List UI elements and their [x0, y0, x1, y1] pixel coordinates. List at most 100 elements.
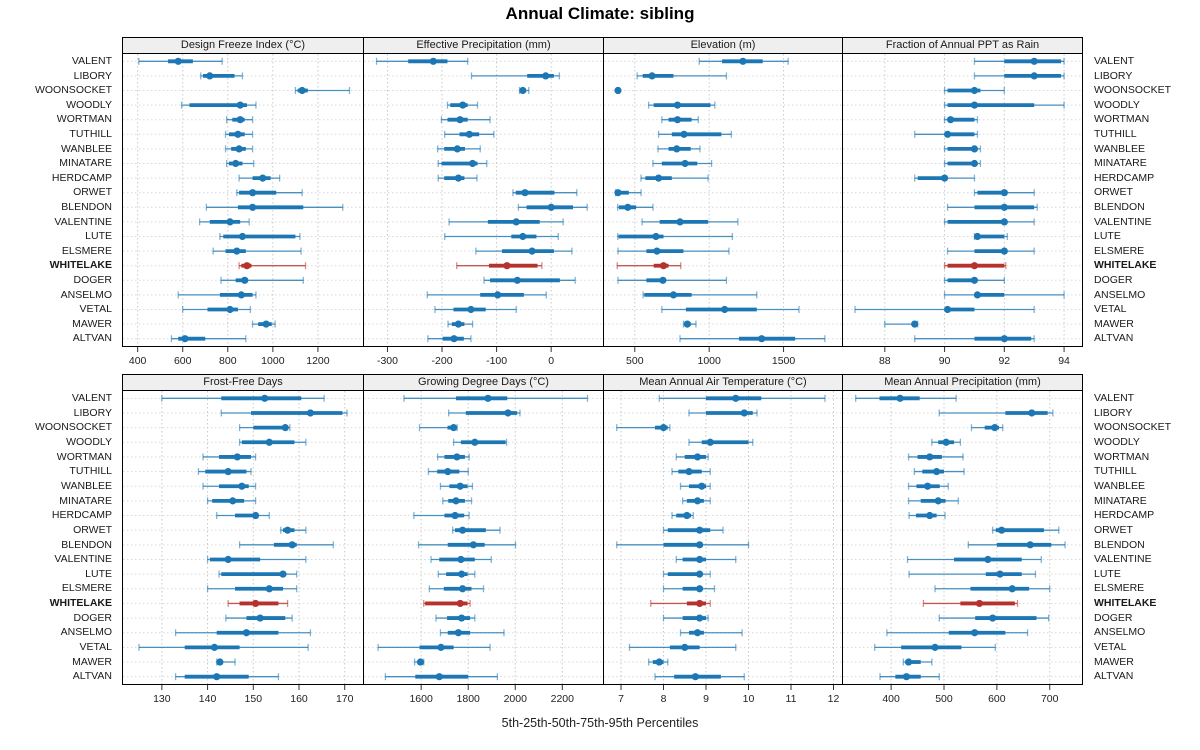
svg-text:-300: -300	[377, 355, 398, 367]
panel-plot-svg	[123, 391, 363, 684]
station-label: WOONSOCKET	[34, 84, 112, 97]
percentile-row-whitelake	[423, 599, 471, 608]
svg-text:94: 94	[1058, 355, 1070, 367]
station-label: WANBLEE	[1094, 142, 1145, 155]
percentile-row-wortman	[675, 453, 709, 461]
station-label: LUTE	[85, 230, 112, 243]
station-label: VETAL	[79, 641, 112, 654]
percentile-row-anselmo	[943, 291, 1065, 299]
percentile-row-orwet	[280, 526, 307, 534]
station-label: DOGER	[73, 274, 112, 286]
percentile-row-valentine	[430, 555, 492, 564]
percentiles-caption: 5th-25th-50th-75th-95th Percentiles	[501, 716, 699, 730]
percentile-row-mawer	[682, 320, 697, 328]
svg-text:500: 500	[626, 355, 644, 367]
station-labels-left-block1: VALENT LIBORY WOONSOCKET WOODLY WORTMAN TUTHI…	[0, 391, 118, 684]
panel-title: Elevation (m)	[604, 38, 842, 54]
percentile-row-blendon	[616, 541, 750, 549]
percentile-row-libory	[220, 409, 348, 417]
percentile-row-wanblee	[907, 482, 949, 490]
station-labels-right-block0: VALENT LIBORY WOONSOCKET WOODLY WORTMAN TUTHI…	[1090, 54, 1200, 346]
percentile-row-woonsocket	[970, 424, 1004, 432]
panel-mean-annual-precipitation-mm: Mean Annual Precipitation (mm) 400 500 600 7…	[842, 374, 1083, 707]
percentile-row-whitelake	[650, 599, 711, 608]
percentile-row-tuthill	[224, 130, 254, 138]
station-label: BLENDON	[61, 201, 112, 213]
station-label: ALTVAN	[1094, 332, 1134, 345]
percentile-row-tuthill	[427, 467, 469, 476]
percentile-row-lute	[437, 570, 476, 578]
percentile-row-mawer	[413, 658, 425, 666]
svg-text:170: 170	[336, 693, 354, 705]
percentile-row-altvan	[174, 673, 280, 681]
station-label: ALTVAN	[1094, 670, 1134, 683]
percentile-row-anselmo	[886, 629, 1029, 637]
percentile-row-minatare	[206, 497, 257, 505]
percentile-row-minatare	[442, 497, 473, 505]
percentile-row-whitelake	[227, 599, 289, 608]
station-label: HERDCAMP	[1094, 509, 1155, 522]
percentile-row-woonsocket	[616, 424, 671, 432]
svg-text:1500: 1500	[772, 355, 796, 367]
percentile-row-lute	[219, 232, 301, 241]
station-label: WHITELAKE	[49, 597, 112, 610]
svg-text:1000: 1000	[697, 355, 721, 367]
percentile-row-minatare	[652, 159, 713, 168]
station-label: WORTMAN	[1094, 113, 1150, 126]
panel-x-axis: 1600 1800 2000 2200	[409, 685, 574, 705]
svg-text:8: 8	[661, 693, 667, 705]
percentile-row-valent	[161, 394, 325, 402]
percentile-row-vetal	[874, 643, 996, 651]
panel-title: Fraction of Annual PPT as Rain	[843, 38, 1082, 54]
svg-text:800: 800	[219, 355, 237, 367]
percentile-row-tuthill	[913, 467, 965, 476]
percentile-row-herdcamp	[908, 511, 946, 520]
percentile-row-orwet	[991, 526, 1060, 534]
percentile-row-mawer	[447, 320, 474, 328]
percentile-row-herdcamp	[914, 174, 976, 182]
percentile-row-altvan	[654, 673, 745, 681]
percentile-row-blendon	[517, 203, 588, 211]
station-label: VALENTINE	[54, 553, 112, 566]
percentile-row-elsmere	[617, 247, 730, 255]
station-label: WANBLEE	[61, 479, 112, 492]
percentile-row-anselmo	[174, 629, 312, 637]
svg-text:160: 160	[290, 693, 308, 705]
percentile-row-valent	[855, 394, 957, 402]
percentile-row-blendon	[205, 203, 344, 211]
panel-title: Effective Precipitation (mm)	[364, 38, 603, 54]
station-label: MAWER	[1094, 317, 1134, 330]
percentile-row-whitelake	[238, 262, 307, 270]
percentile-row-valentine	[206, 555, 307, 564]
panel-box: Effective Precipitation (mm)	[363, 37, 604, 347]
station-label: VALENTINE	[1094, 553, 1152, 566]
percentile-row-elsmere	[212, 247, 302, 255]
panel-title: Frost-Free Days	[123, 375, 363, 391]
station-label: ANSELMO	[1094, 626, 1146, 639]
station-label: VALENTINE	[1094, 215, 1152, 228]
panel-plot-svg	[604, 391, 842, 684]
station-labels-left-block0: VALENT LIBORY WOONSOCKET WOODLY WORTMAN TUTHI…	[0, 54, 118, 346]
percentile-row-doger	[483, 276, 576, 284]
station-label: MAWER	[72, 317, 112, 330]
station-label: WOONSOCKET	[34, 421, 112, 434]
percentile-row-mawer	[216, 658, 236, 666]
percentile-row-herdcamp	[640, 174, 709, 182]
svg-text:700: 700	[1041, 693, 1059, 705]
station-label: WHITELAKE	[1094, 259, 1157, 272]
station-label: MINATARE	[1094, 494, 1147, 507]
percentile-row-doger	[435, 614, 476, 622]
panel-plot-svg	[843, 54, 1082, 346]
percentile-row-valentine	[448, 218, 564, 226]
station-label: HERDCAMP	[51, 171, 112, 184]
percentile-row-doger	[225, 614, 293, 622]
svg-text:9: 9	[703, 693, 709, 705]
percentile-row-whitelake	[456, 262, 543, 270]
panel-x-axis: 88 90 92 94	[879, 347, 1070, 367]
station-label: VALENTINE	[54, 215, 112, 228]
percentile-row-vetal	[138, 643, 309, 651]
percentile-row-woodly	[943, 101, 1065, 109]
percentile-row-herdcamp	[238, 174, 281, 182]
station-label: ORWET	[1094, 523, 1133, 536]
station-label: ELSMERE	[1094, 244, 1145, 257]
